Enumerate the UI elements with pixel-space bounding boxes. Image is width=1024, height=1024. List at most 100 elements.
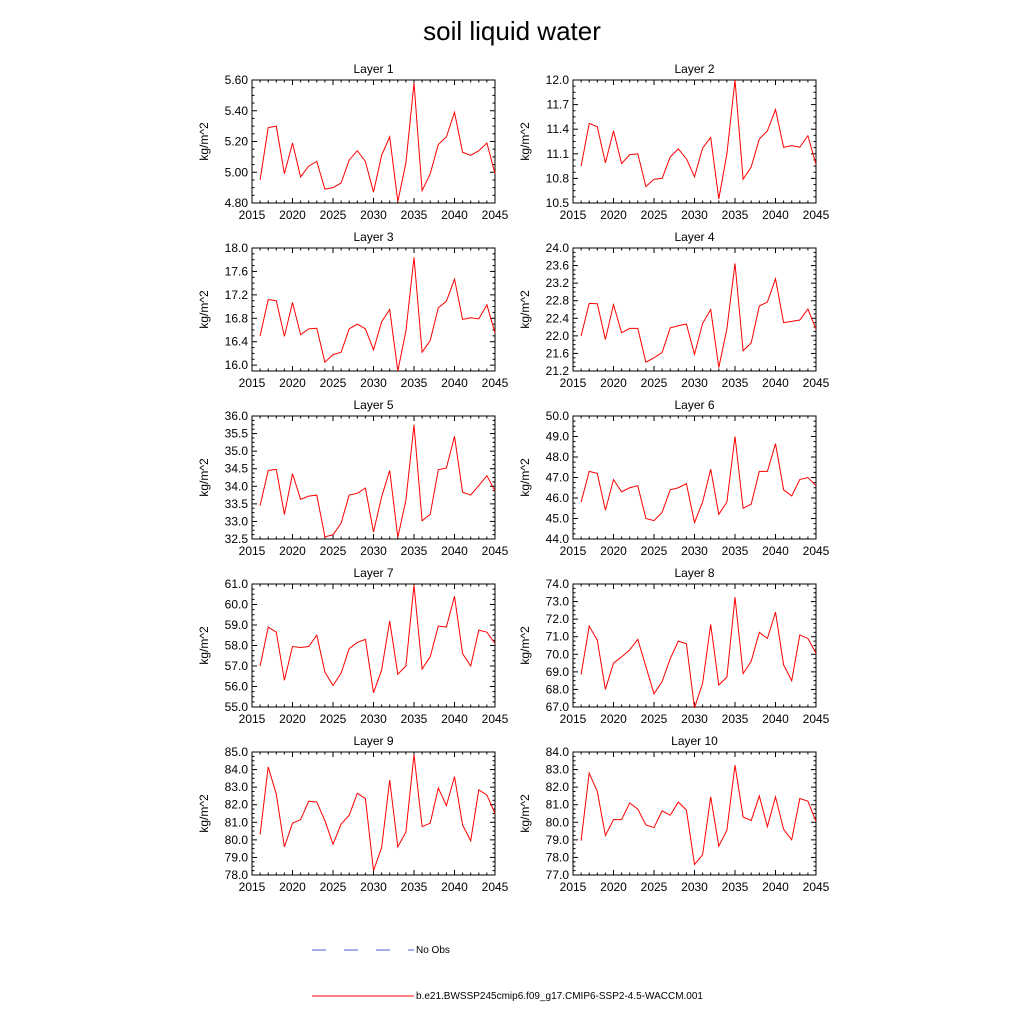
plot-frame	[572, 79, 817, 204]
x-tick-label: 2030	[360, 208, 387, 222]
x-tick-label: 2015	[239, 544, 266, 558]
y-tick-label: 10.8	[546, 171, 570, 185]
y-tick-label: 73.0	[546, 595, 570, 609]
y-axis-label: kg/m^2	[197, 122, 211, 161]
x-tick-label: 2045	[482, 376, 509, 390]
x-tick-label: 2020	[600, 376, 627, 390]
y-tick-label: 80.0	[546, 815, 570, 829]
x-tick-label: 2040	[441, 544, 468, 558]
y-tick-label: 79.0	[546, 833, 570, 847]
y-tick-label: 60.0	[225, 598, 249, 612]
y-tick-label: 34.5	[225, 462, 249, 476]
y-tick-label: 47.0	[546, 471, 570, 485]
plot-frame	[251, 751, 496, 876]
panel-layer-9: 2015 2020 2025 2030 2035 2040 2045 78.0 79.0 80.0…	[197, 734, 509, 894]
x-tick-label: 2040	[441, 880, 468, 894]
y-tick-label: 11.7	[547, 98, 570, 112]
y-tick-label: 16.8	[225, 311, 249, 325]
x-tick-label: 2035	[722, 544, 749, 558]
legend-obs-label: No Obs	[416, 945, 450, 956]
y-tick-label: 11.1	[547, 147, 570, 161]
panel-title: Layer 6	[674, 398, 714, 412]
y-tick-label: 4.80	[225, 196, 249, 210]
y-tick-label: 21.2	[546, 364, 570, 378]
x-tick-label: 2020	[279, 880, 306, 894]
y-tick-label: 55.0	[225, 700, 249, 714]
y-tick-label: 46.0	[546, 491, 570, 505]
y-tick-label: 22.4	[546, 311, 570, 325]
x-tick-label: 2030	[360, 376, 387, 390]
plot-frame	[251, 415, 496, 540]
x-tick-label: 2020	[279, 376, 306, 390]
panel-title: Layer 7	[353, 566, 393, 580]
x-tick-label: 2025	[320, 544, 347, 558]
y-tick-label: 33.5	[225, 497, 249, 511]
x-tick-label: 2030	[681, 712, 708, 726]
y-axis-label: kg/m^2	[518, 122, 532, 161]
y-tick-label: 44.0	[546, 532, 570, 546]
x-tick-label: 2025	[320, 880, 347, 894]
x-tick-label: 2030	[681, 880, 708, 894]
x-tick-label: 2025	[320, 376, 347, 390]
x-tick-label: 2045	[803, 880, 830, 894]
y-tick-label: 5.60	[225, 73, 249, 87]
x-tick-label: 2030	[681, 544, 708, 558]
y-tick-label: 34.0	[225, 479, 249, 493]
y-axis-label: kg/m^2	[197, 794, 211, 833]
y-axis-label: kg/m^2	[197, 626, 211, 665]
x-tick-label: 2030	[360, 712, 387, 726]
panel-layer-7: 2015 2020 2025 2030 2035 2040 2045 55.0 56.0 57.0…	[197, 566, 509, 726]
y-tick-label: 5.00	[225, 165, 249, 179]
panel-title: Layer 9	[353, 734, 393, 748]
x-tick-label: 2025	[320, 712, 347, 726]
x-tick-label: 2035	[722, 712, 749, 726]
series-line	[259, 424, 496, 538]
y-axis-label: kg/m^2	[518, 794, 532, 833]
x-tick-label: 2045	[482, 208, 509, 222]
y-tick-label: 58.0	[225, 639, 249, 653]
y-axis-label: kg/m^2	[518, 626, 532, 665]
y-tick-label: 50.0	[546, 409, 570, 423]
x-tick-label: 2025	[641, 376, 668, 390]
y-tick-label: 11.4	[547, 122, 570, 136]
x-tick-label: 2015	[560, 376, 587, 390]
series-line	[580, 436, 817, 525]
y-tick-label: 5.20	[225, 135, 249, 149]
figure-title: soil liquid water	[423, 16, 601, 46]
y-tick-label: 12.0	[546, 73, 570, 87]
y-tick-label: 18.0	[225, 241, 249, 255]
y-axis-label: kg/m^2	[197, 290, 211, 329]
panel-layer-10: 2015 2020 2025 2030 2035 2040 2045 77.0 78.0 79.0…	[518, 734, 830, 894]
x-tick-label: 2045	[803, 712, 830, 726]
legend: No Obs b.e21.BWSSP245cmip6.f09_g17.CMIP6…	[312, 945, 703, 1002]
x-tick-label: 2035	[401, 208, 428, 222]
x-tick-label: 2025	[641, 208, 668, 222]
y-tick-label: 84.0	[225, 763, 249, 777]
x-tick-label: 2030	[360, 544, 387, 558]
x-tick-label: 2015	[560, 208, 587, 222]
series-line	[259, 257, 496, 372]
panels-group: 2015 2020 2025 2030 2035 2040 2045 4.80 5.00 5.20…	[197, 62, 830, 894]
x-tick-label: 2015	[560, 544, 587, 558]
y-axis-label: kg/m^2	[518, 458, 532, 497]
y-tick-label: 56.0	[225, 680, 249, 694]
x-tick-label: 2020	[600, 208, 627, 222]
y-tick-label: 72.0	[546, 612, 570, 626]
x-tick-label: 2040	[762, 880, 789, 894]
x-tick-label: 2030	[681, 376, 708, 390]
plot-frame	[251, 247, 496, 372]
y-tick-label: 23.2	[546, 276, 570, 290]
x-tick-label: 2015	[239, 712, 266, 726]
x-tick-label: 2035	[401, 880, 428, 894]
panel-title: Layer 4	[674, 230, 714, 244]
x-tick-label: 2015	[239, 880, 266, 894]
x-tick-label: 2035	[722, 208, 749, 222]
y-tick-label: 22.8	[546, 294, 570, 308]
y-tick-label: 32.5	[225, 532, 249, 546]
y-tick-label: 77.0	[546, 868, 570, 882]
x-tick-label: 2025	[641, 712, 668, 726]
series-line	[580, 597, 817, 709]
y-tick-label: 84.0	[546, 745, 570, 759]
y-tick-label: 23.6	[546, 259, 570, 273]
x-tick-label: 2045	[482, 712, 509, 726]
